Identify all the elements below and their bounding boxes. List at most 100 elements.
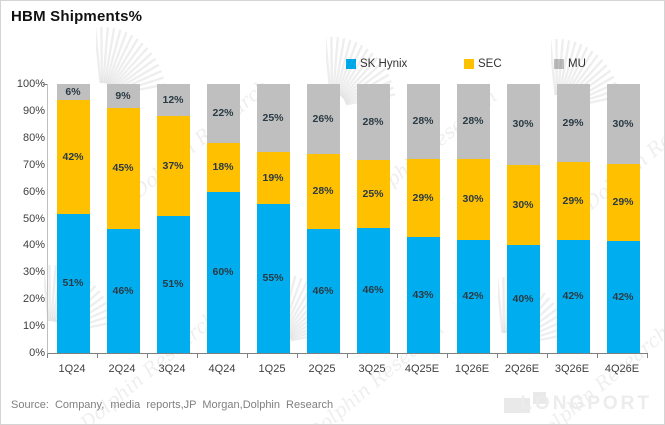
- bar-segment-sk-hynix[interactable]: 51%: [56, 214, 90, 353]
- x-axis-tick: [547, 354, 548, 358]
- bar-segment-sec[interactable]: 19%: [256, 151, 290, 204]
- segment-data-label: 29%: [562, 194, 584, 207]
- bar-segment-mu[interactable]: 29%: [556, 84, 590, 163]
- x-tick-label: 2Q25: [308, 363, 336, 375]
- x-axis-tick: [647, 354, 648, 358]
- x-tick-label: 4Q25E: [404, 363, 440, 375]
- y-tick-label: 50%: [22, 212, 45, 225]
- segment-data-label: 30%: [462, 193, 484, 206]
- bar-segment-sk-hynix[interactable]: 46%: [306, 229, 340, 353]
- chart-title: HBM Shipments%: [11, 8, 143, 25]
- bar-segment-mu[interactable]: 12%: [156, 84, 190, 117]
- x-tick-label: 3Q26E: [554, 363, 590, 375]
- bar-segment-sec[interactable]: 30%: [456, 159, 490, 241]
- stacked-bar-1q26e: 42% 30% 28%: [456, 84, 490, 353]
- stacked-bar-1q25: 55% 19% 25%: [256, 84, 290, 353]
- x-tick-label: 4Q26E: [604, 363, 640, 375]
- legend-label: MU: [568, 58, 586, 70]
- bar-segment-sk-hynix[interactable]: 46%: [356, 228, 390, 353]
- bar-segment-sec[interactable]: 28%: [306, 153, 340, 230]
- x-tick-label: 2Q26E: [504, 363, 540, 375]
- bar-segment-sec[interactable]: 18%: [206, 143, 240, 192]
- segment-data-label: 19%: [262, 171, 284, 184]
- bar-segment-sec[interactable]: 29%: [406, 159, 440, 238]
- bar-segment-mu[interactable]: 6%: [56, 84, 90, 101]
- segment-data-label: 46%: [112, 284, 134, 297]
- bar-segment-sec[interactable]: 29%: [606, 163, 640, 242]
- bar-segment-mu[interactable]: 22%: [206, 84, 240, 144]
- bar-segment-mu[interactable]: 9%: [106, 84, 140, 109]
- stacked-bar-1q24: 51% 42% 6%: [56, 84, 90, 353]
- segment-data-label: 40%: [512, 292, 534, 305]
- x-axis-tick: [447, 354, 448, 358]
- y-tick-label: 60%: [22, 185, 45, 198]
- x-axis-tick: [297, 354, 298, 358]
- segment-data-label: 42%: [62, 151, 84, 164]
- bar-segment-sk-hynix[interactable]: 42%: [456, 240, 490, 353]
- bar-segment-sk-hynix[interactable]: 60%: [206, 191, 240, 353]
- x-axis-tick: [197, 354, 198, 358]
- bar-segment-sk-hynix[interactable]: 42%: [556, 240, 590, 353]
- bar-segment-sk-hynix[interactable]: 42%: [606, 241, 640, 353]
- segment-data-label: 25%: [262, 111, 284, 124]
- bar-segment-sec[interactable]: 25%: [356, 160, 390, 229]
- y-tick-label: 30%: [22, 266, 45, 279]
- bar-segment-sk-hynix[interactable]: 40%: [506, 245, 540, 353]
- stacked-bar-2q24: 46% 45% 9%: [106, 84, 140, 353]
- segment-data-label: 28%: [312, 185, 334, 198]
- x-tick-label: 1Q24: [58, 363, 86, 375]
- x-tick-label: 4Q24: [208, 363, 236, 375]
- bar-segment-mu[interactable]: 26%: [306, 84, 340, 154]
- segment-data-label: 43%: [412, 288, 434, 301]
- y-tick-label: 40%: [22, 239, 45, 252]
- bar-segment-sk-hynix[interactable]: 55%: [256, 203, 290, 353]
- bar-segment-sec[interactable]: 45%: [106, 108, 140, 230]
- stacked-bar-4q24: 60% 18% 22%: [206, 84, 240, 353]
- y-tick-label: 80%: [22, 131, 45, 144]
- segment-data-label: 29%: [612, 196, 634, 209]
- longport-wordmark: LONGPORT: [520, 393, 652, 414]
- legend-item-mu[interactable]: MU: [554, 58, 586, 70]
- bar-segment-sec[interactable]: 30%: [506, 164, 540, 246]
- x-axis-tick: [397, 354, 398, 358]
- segment-data-label: 42%: [562, 290, 584, 303]
- legend-swatch-icon: [554, 59, 564, 69]
- segment-data-label: 45%: [112, 162, 134, 175]
- segment-data-label: 29%: [562, 116, 584, 129]
- segment-data-label: 18%: [212, 161, 234, 174]
- bar-segment-sk-hynix[interactable]: 51%: [156, 215, 190, 353]
- y-tick-label: 90%: [22, 104, 45, 117]
- bar-segment-mu[interactable]: 28%: [406, 84, 440, 160]
- legend-item-sec[interactable]: SEC: [464, 58, 502, 70]
- bar-segment-sec[interactable]: 42%: [56, 100, 90, 215]
- legend-label: SEC: [478, 58, 502, 70]
- x-tick-label: 3Q24: [158, 363, 186, 375]
- segment-data-label: 25%: [362, 187, 384, 200]
- segment-data-label: 51%: [62, 277, 84, 290]
- x-axis-tick: [247, 354, 248, 358]
- bar-segment-sec[interactable]: 29%: [556, 162, 590, 241]
- bar-segment-mu[interactable]: 30%: [506, 84, 540, 165]
- segment-data-label: 42%: [462, 290, 484, 303]
- stacked-bar-2q26e: 40% 30% 30%: [506, 84, 540, 353]
- segment-data-label: 37%: [162, 159, 184, 172]
- bar-segment-mu[interactable]: 28%: [456, 84, 490, 160]
- legend-item-sk-hynix[interactable]: SK Hynix: [346, 58, 407, 70]
- x-axis-tick: [97, 354, 98, 358]
- x-tick-label: 2Q24: [108, 363, 136, 375]
- bar-segment-mu[interactable]: 25%: [256, 84, 290, 152]
- bar-segment-sec[interactable]: 37%: [156, 116, 190, 216]
- x-axis-tick: [47, 354, 48, 358]
- bar-segment-sk-hynix[interactable]: 46%: [106, 229, 140, 353]
- stacked-bar-3q25: 46% 25% 28%: [356, 84, 390, 353]
- segment-data-label: 60%: [212, 266, 234, 279]
- x-axis-tick: [597, 354, 598, 358]
- bar-segment-sk-hynix[interactable]: 43%: [406, 237, 440, 353]
- x-tick-label: 1Q26E: [454, 363, 490, 375]
- stacked-bar-4q26e: 42% 29% 30%: [606, 84, 640, 353]
- bar-segment-mu[interactable]: 30%: [606, 84, 640, 164]
- y-tick-label: 10%: [22, 320, 45, 333]
- bar-segment-mu[interactable]: 28%: [356, 84, 390, 161]
- segment-data-label: 28%: [412, 115, 434, 128]
